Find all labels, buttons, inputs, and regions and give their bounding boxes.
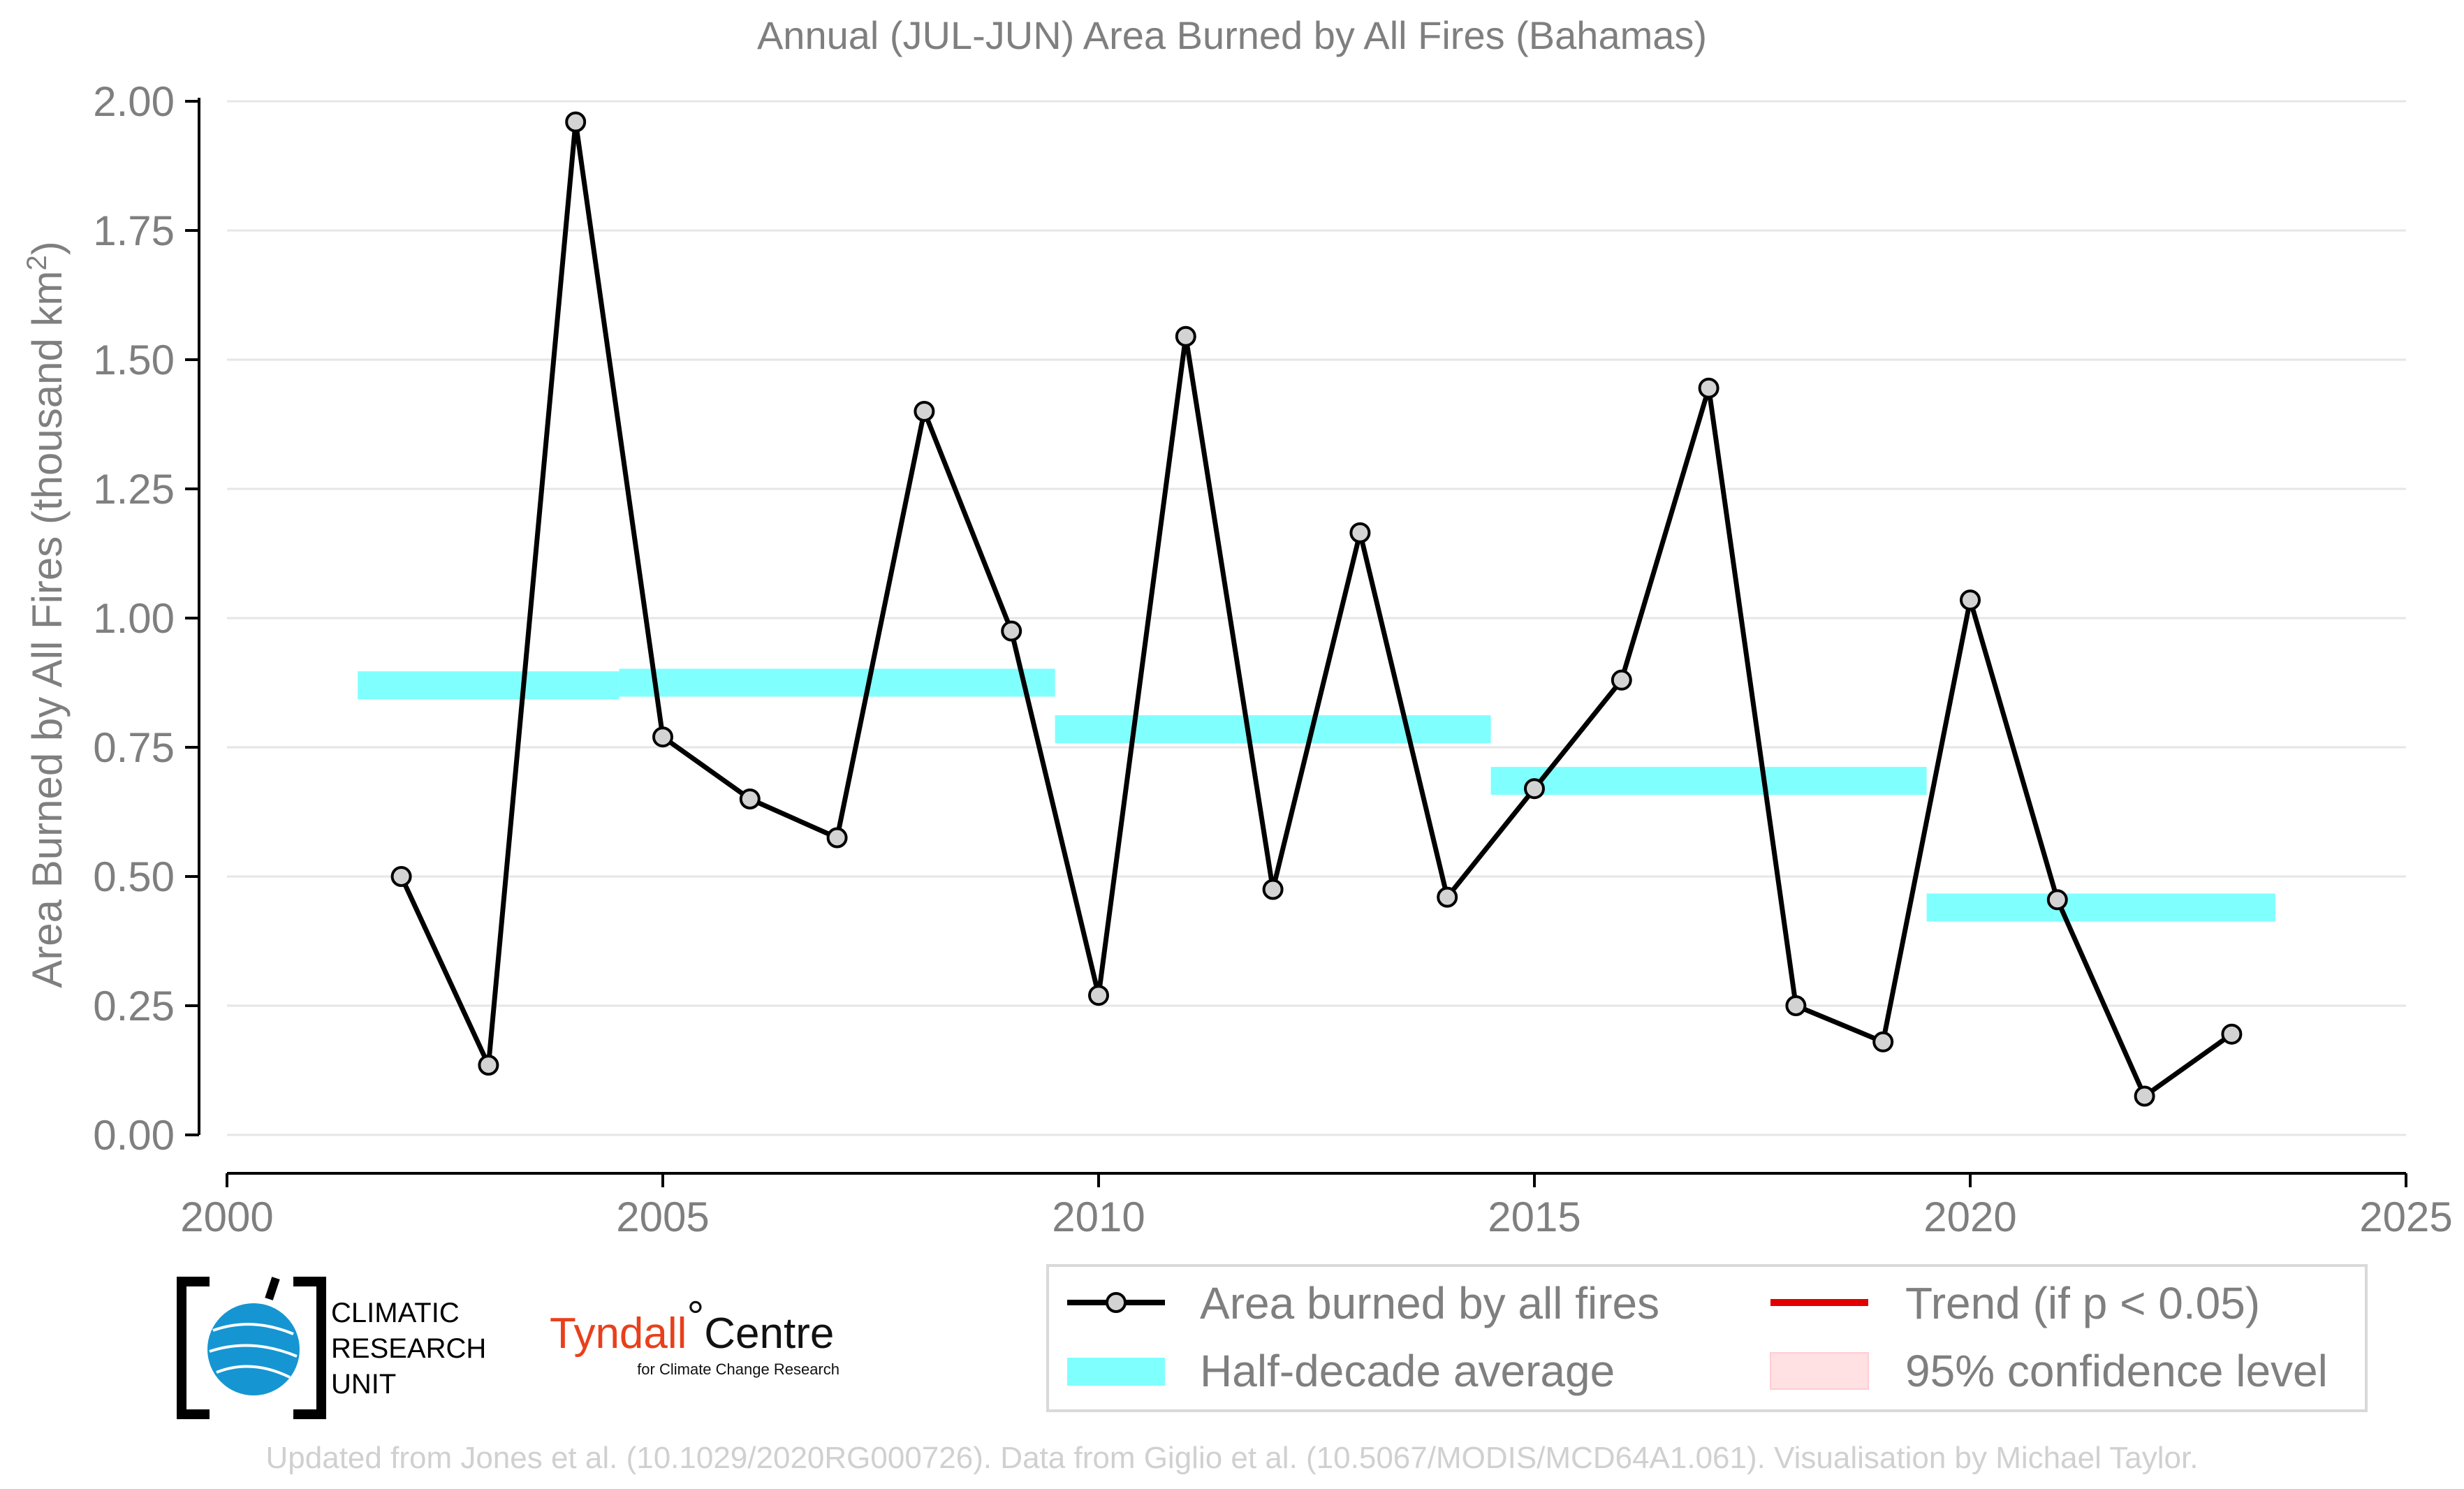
data-point — [2134, 1085, 2155, 1107]
legend-item-confidence: 95% confidence level — [1770, 1346, 2328, 1396]
data-point — [914, 401, 935, 422]
data-point — [1001, 620, 1022, 642]
y-axis-label-superscript: 2 — [22, 255, 52, 270]
data-point — [1262, 879, 1284, 900]
half-decade-average-bar — [358, 671, 619, 700]
data-point — [739, 788, 761, 809]
half-decade-average-bar — [1490, 767, 1927, 795]
legend-swatch-thick-bar — [1067, 1358, 1165, 1386]
half-decade-average-bar — [619, 668, 1055, 697]
tyndall-logo-subtitle: for Climate Change Research — [637, 1360, 839, 1378]
data-point — [2046, 889, 2068, 911]
y-tick-label: 1.75 — [93, 207, 175, 254]
y-tick-label: 0.75 — [93, 724, 175, 771]
data-point — [390, 866, 412, 887]
y-tick-label: 1.00 — [93, 595, 175, 642]
y-tick-label: 0.00 — [93, 1112, 175, 1159]
legend-item-trend: Trend (if p < 0.05) — [1770, 1278, 2260, 1328]
area-burned-series — [390, 111, 2243, 1107]
legend-label-trend: Trend (if p < 0.05) — [1905, 1278, 2260, 1328]
y-gridlines — [227, 100, 2406, 1136]
legend-swatch-confidence-patch — [1770, 1352, 1869, 1390]
tyndall-centre-logo: Tyndall°Centre for Climate Change Resear… — [550, 1293, 839, 1378]
data-point — [1785, 995, 1807, 1016]
data-point — [1611, 669, 1632, 691]
data-point — [1437, 886, 1458, 908]
data-point — [826, 827, 848, 849]
data-point — [1349, 522, 1371, 543]
data-point — [1524, 778, 1545, 800]
half-decade-average-bars — [358, 668, 2275, 922]
data-point — [1698, 377, 1719, 399]
cru-logo-line-3: UNIT — [331, 1369, 396, 1400]
half-decade-average-bar — [1055, 715, 1491, 744]
y-tick-label: 0.25 — [93, 983, 175, 1029]
x-tick-label: 2015 — [1488, 1194, 1581, 1240]
y-tick-label: 1.25 — [93, 466, 175, 513]
footer-credits: Updated from Jones et al. (10.1029/2020R… — [266, 1441, 2199, 1475]
cru-logo-line-1: CLIMATIC — [331, 1298, 460, 1328]
y-tick-label: 0.50 — [93, 853, 175, 900]
data-point — [565, 111, 587, 133]
data-point — [1872, 1031, 1894, 1052]
tyndall-logo-main: Tyndall — [550, 1310, 687, 1358]
chart-title: Annual (JUL-JUN) Area Burned by All Fire… — [757, 13, 1707, 57]
data-point — [652, 726, 673, 748]
y-axis-label-main: Area Burned by All Fires (thousand km — [24, 271, 71, 988]
legend-label-confidence: 95% confidence level — [1905, 1346, 2328, 1396]
x-tick-label: 2020 — [1923, 1194, 2016, 1240]
legend-box — [1046, 1264, 2368, 1412]
data-point — [2221, 1023, 2243, 1045]
cru-logo: CLIMATIC RESEARCH UNIT — [177, 1277, 486, 1419]
y-axis-ticks: 0.00 0.25 0.50 0.75 1.00 1.25 1.50 1.75 2.00 — [93, 78, 199, 1159]
data-point — [1960, 589, 1981, 611]
legend-item-half-decade-average: Half-decade average — [1067, 1346, 1615, 1396]
x-tick-label: 2010 — [1052, 1194, 1145, 1240]
legend-swatch-marker — [1106, 1292, 1127, 1313]
series-line — [399, 119, 2234, 1099]
half-decade-average-bar — [1926, 893, 2275, 922]
legend-item-area-burned: Area burned by all fires — [1067, 1278, 1659, 1328]
data-point — [478, 1055, 499, 1076]
x-tick-label: 2000 — [180, 1194, 273, 1240]
y-tick-label: 1.50 — [93, 337, 175, 383]
data-point — [1088, 985, 1109, 1006]
legend: Area burned by all fires Half-decade ave… — [1046, 1264, 2368, 1412]
svg-text:Tyndall°Centre: Tyndall°Centre — [550, 1293, 834, 1358]
cru-logo-line-2: RESEARCH — [331, 1333, 486, 1364]
y-tick-label: 2.00 — [93, 78, 175, 125]
x-axis-ticks: 2000 2005 2010 2015 2020 2025 — [180, 1173, 2453, 1240]
x-tick-label: 2005 — [616, 1194, 709, 1240]
legend-label-half-decade-average: Half-decade average — [1200, 1346, 1615, 1396]
y-axis-label: Area Burned by All Fires (thousand km2) — [22, 241, 71, 988]
data-point — [1175, 325, 1196, 347]
legend-label-area-burned: Area burned by all fires — [1200, 1278, 1659, 1328]
tyndall-logo-degree: ° — [687, 1293, 704, 1341]
x-tick-label: 2025 — [2359, 1194, 2452, 1240]
tyndall-logo-centre: Centre — [704, 1310, 834, 1358]
y-axis-label-close: ) — [24, 241, 71, 255]
